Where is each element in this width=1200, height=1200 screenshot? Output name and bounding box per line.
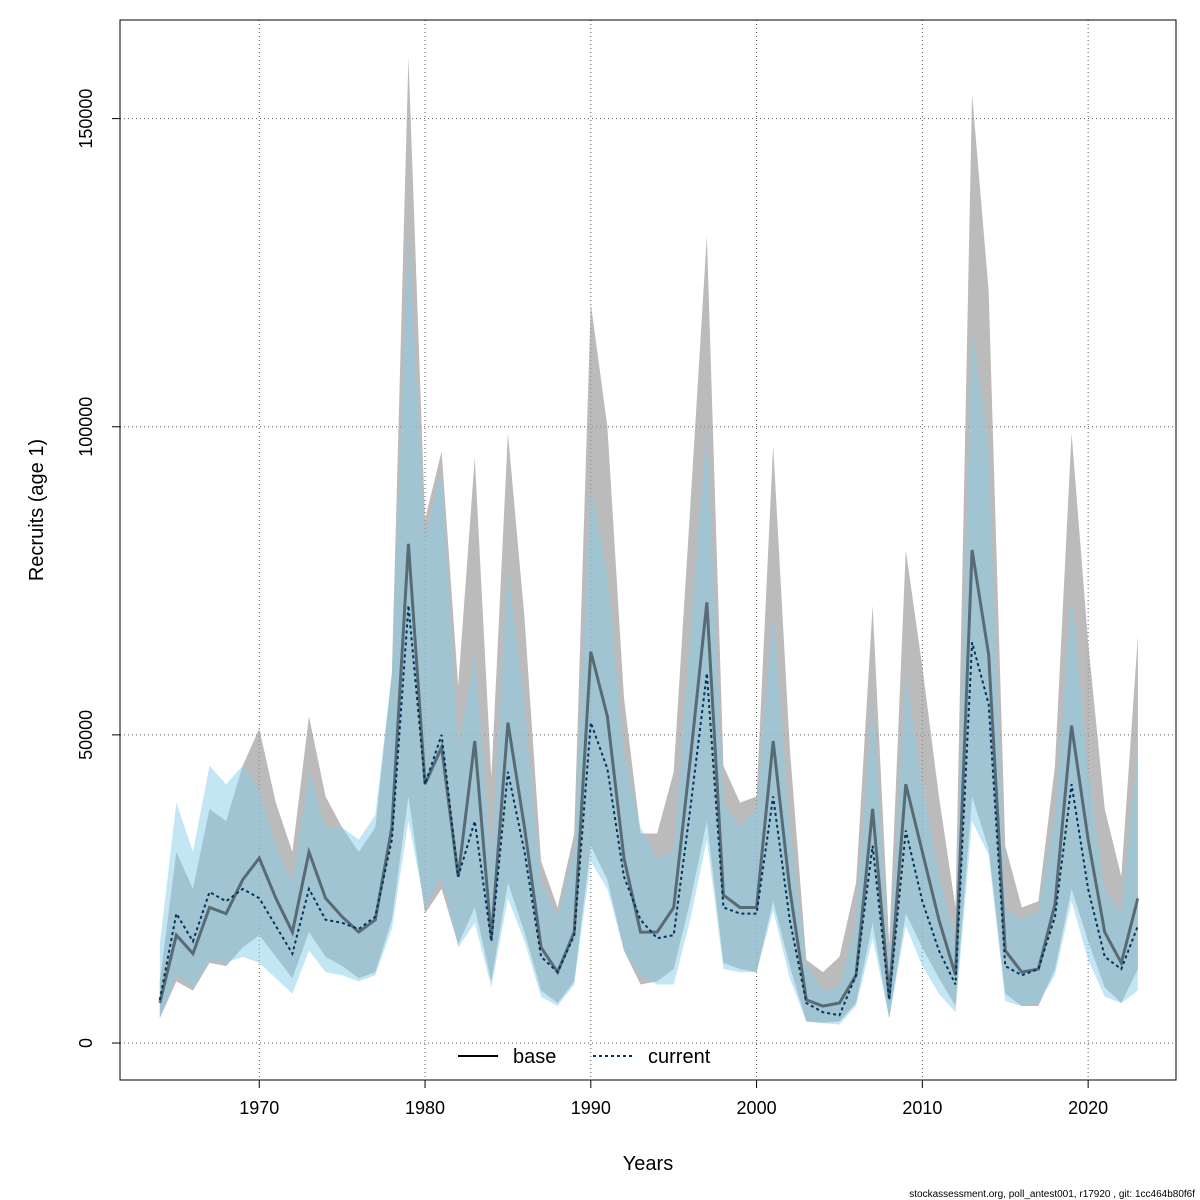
series-lines <box>158 543 1140 1017</box>
x-tick-label: 1980 <box>405 1098 445 1118</box>
x-tick-label: 2010 <box>902 1098 942 1118</box>
y-tick-label: 100000 <box>76 397 96 457</box>
x-tick-label: 1990 <box>571 1098 611 1118</box>
y-axis-title: Recruits (age 1) <box>26 439 48 581</box>
x-tick-label: 2020 <box>1068 1098 1108 1118</box>
x-tick-label: 2000 <box>737 1098 777 1118</box>
legend-current-label: current <box>648 1046 711 1068</box>
x-tick-label: 1970 <box>239 1098 279 1118</box>
y-tick-label: 50000 <box>76 710 96 760</box>
legend-base-label: base <box>513 1046 556 1068</box>
y-tick-label: 150000 <box>76 89 96 149</box>
current-series-line <box>158 605 1139 1017</box>
y-tick-label: 0 <box>76 1038 96 1048</box>
current-confidence-band <box>159 229 1138 1025</box>
footer-credit: stockassessment.org, poll_antest001, r17… <box>909 1189 1195 1200</box>
y-axis: 0 50000 100000 150000 <box>76 89 120 1048</box>
confidence-bands <box>159 56 1138 1025</box>
x-axis: 1970 1980 1990 2000 2010 2020 <box>239 1079 1108 1118</box>
grid <box>120 20 1176 1080</box>
legend: base current <box>458 1046 711 1068</box>
base-series-line <box>158 543 1140 1008</box>
x-axis-title: Years <box>623 1153 673 1175</box>
